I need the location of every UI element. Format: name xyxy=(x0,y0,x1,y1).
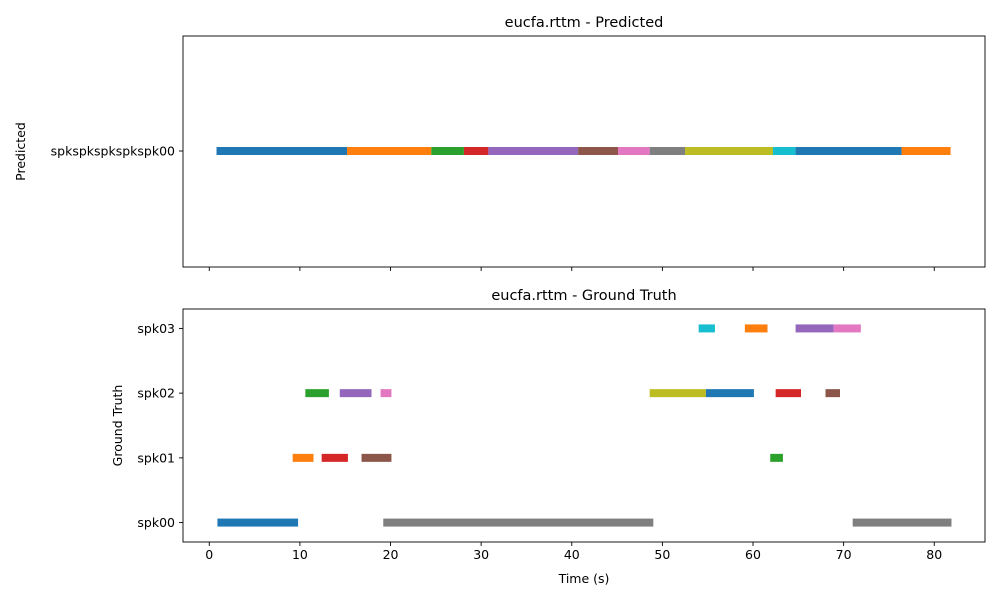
y-tick-label: spk02 xyxy=(137,386,175,401)
x-tick-label: 60 xyxy=(745,547,761,562)
segment-bar xyxy=(339,389,372,398)
axes-frame xyxy=(182,308,986,543)
x-tick-label: 10 xyxy=(292,547,308,562)
x-tick-label: 30 xyxy=(473,547,489,562)
segment-bar xyxy=(321,453,348,462)
segment-bar xyxy=(770,453,783,462)
segment-bar xyxy=(825,389,841,398)
y-tick-label: spk00 xyxy=(137,515,175,530)
chart-title: eucfa.rttm - Predicted xyxy=(505,15,664,31)
segment-bar xyxy=(685,147,773,155)
segment-bar xyxy=(292,453,314,462)
segment-bar xyxy=(347,147,432,155)
segment-bar xyxy=(578,147,618,155)
axes-frame xyxy=(182,35,986,268)
segment-bar xyxy=(305,389,329,398)
segment-bar xyxy=(795,147,902,155)
segment-bar xyxy=(216,147,348,155)
x-tick-label: 80 xyxy=(926,547,942,562)
x-tick-label: 70 xyxy=(836,547,852,562)
segment-bar xyxy=(217,518,299,527)
y-axis-label: Predicted xyxy=(13,122,28,181)
segment-bar xyxy=(380,389,392,398)
segment-bar xyxy=(431,147,464,155)
y-tick-label: spkspkspkspkspk00 xyxy=(51,144,175,159)
segment-bar xyxy=(772,147,796,155)
segment-bar xyxy=(775,389,802,398)
segment-bar xyxy=(833,324,861,333)
y-tick-label: spk03 xyxy=(137,321,175,336)
segment-bar xyxy=(383,518,654,527)
x-axis-label: Time (s) xyxy=(558,571,610,586)
segment-bar xyxy=(705,389,754,398)
x-tick-label: 20 xyxy=(383,547,399,562)
segment-bar xyxy=(617,147,650,155)
segment-bar xyxy=(361,453,392,462)
x-tick-label: 50 xyxy=(654,547,670,562)
x-tick-label: 0 xyxy=(205,547,213,562)
chart-panel-0: eucfa.rttm - Predicted Predicted spkspkspk… xyxy=(13,15,986,271)
y-tick-label: spk01 xyxy=(137,450,175,465)
segment-bar xyxy=(698,324,715,333)
segment-bar xyxy=(649,147,686,155)
y-axis-label: Ground Truth xyxy=(110,385,125,467)
segment-bar xyxy=(852,518,952,527)
chart-title: eucfa.rttm - Ground Truth xyxy=(491,288,676,304)
segment-bar xyxy=(901,147,951,155)
segment-bar xyxy=(795,324,834,333)
x-tick-label: 40 xyxy=(564,547,580,562)
segment-bar xyxy=(744,324,768,333)
chart-panel-1: eucfa.rttm - Ground Truth Ground Truth spk… xyxy=(110,288,986,586)
segment-bar xyxy=(463,147,489,155)
segment-bar xyxy=(649,389,706,398)
segment-bar xyxy=(488,147,579,155)
